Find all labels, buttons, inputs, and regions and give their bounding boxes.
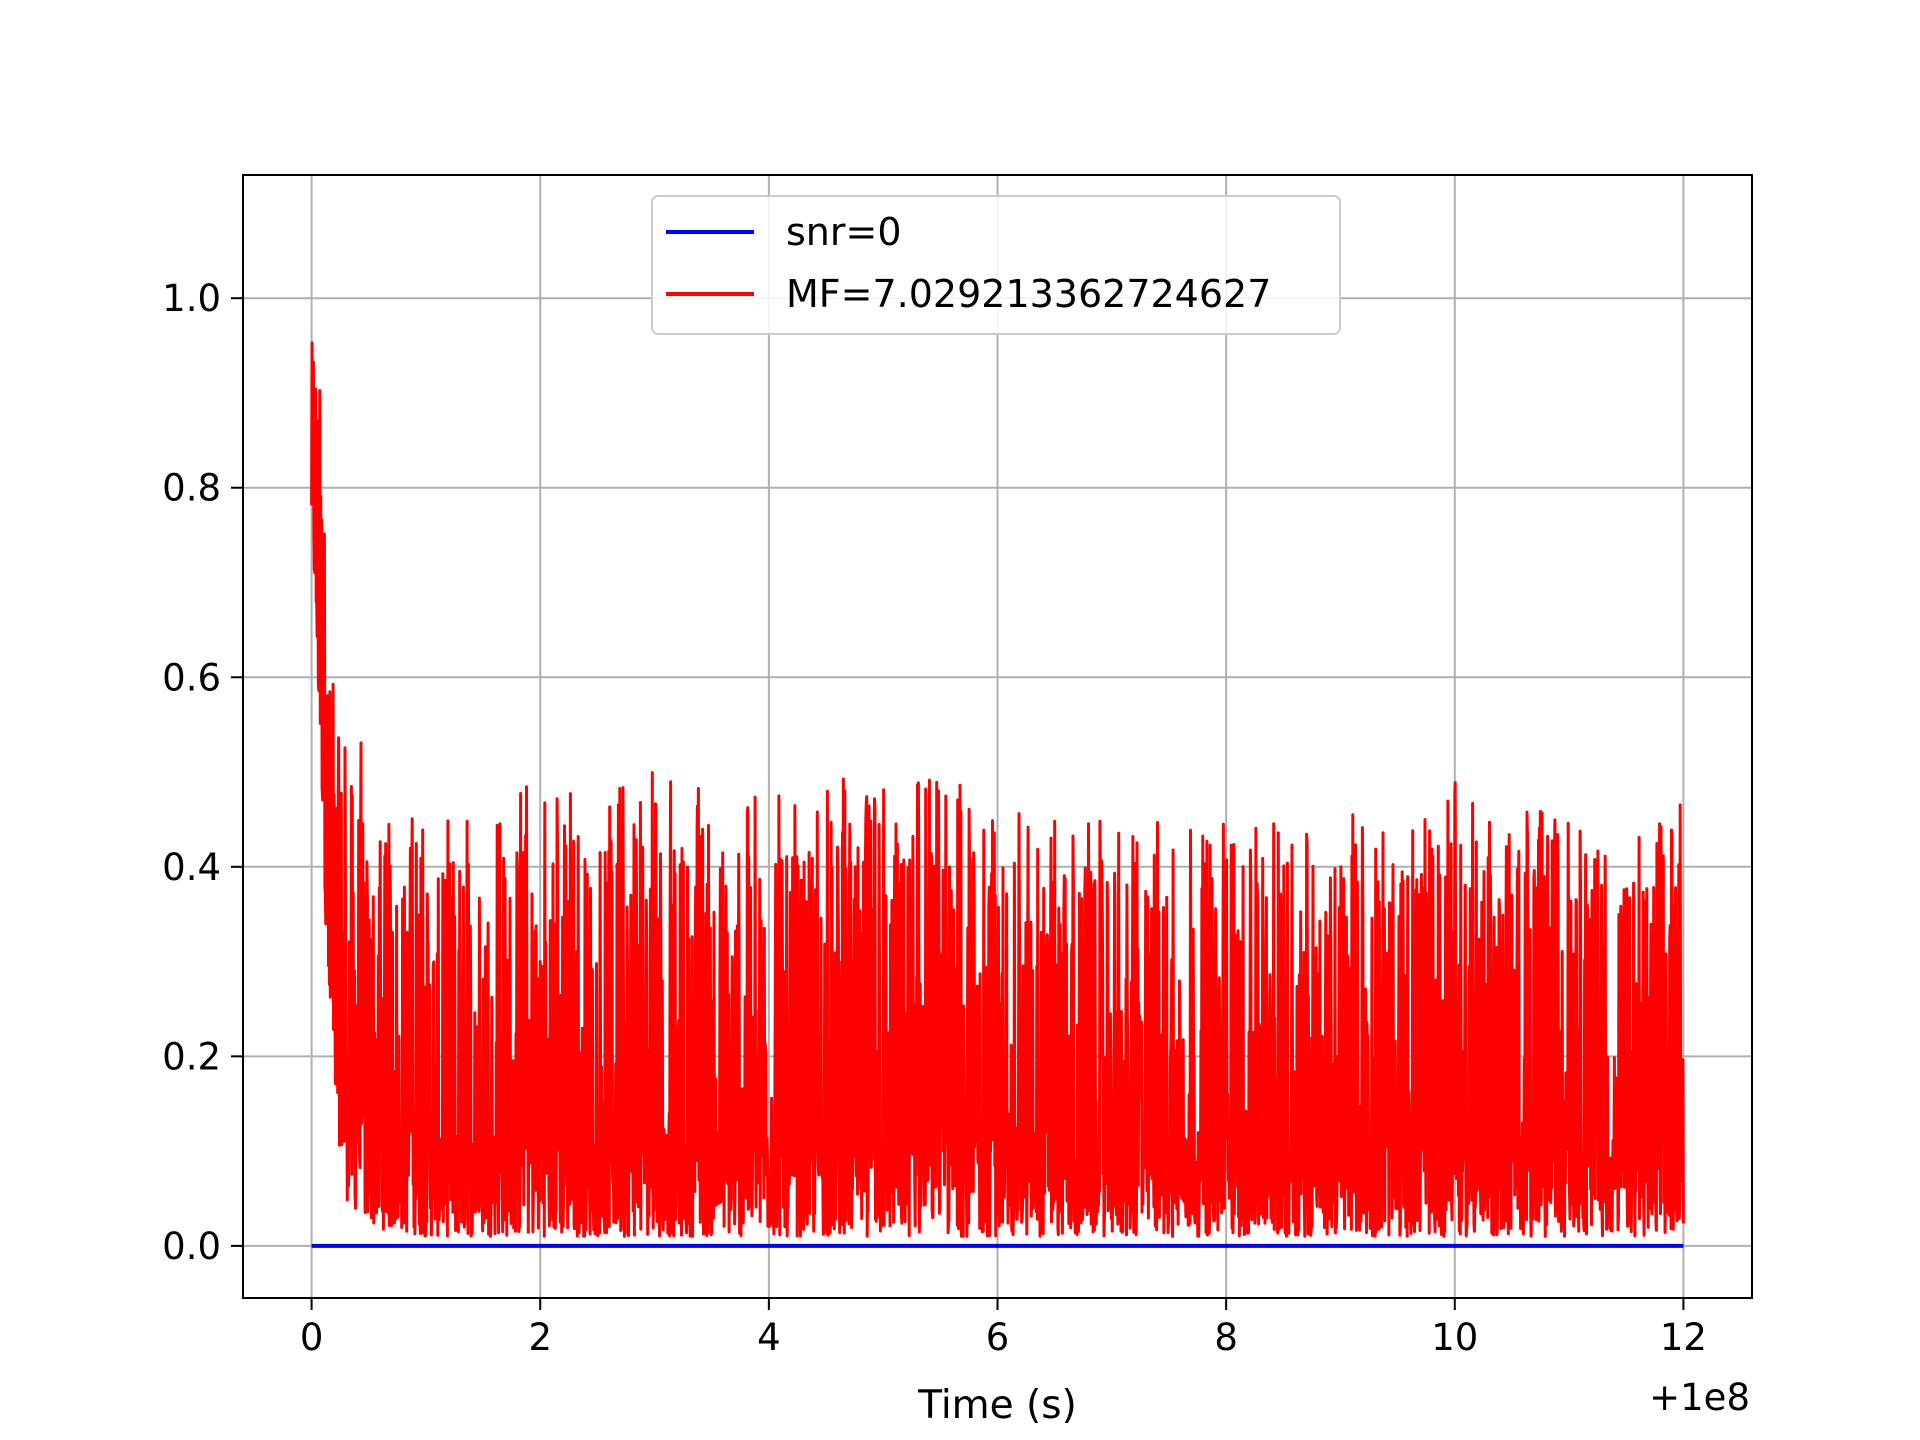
series-line-mf: [310, 341, 1685, 1238]
y-tick-label: 0.0: [162, 1225, 221, 1268]
x-tick-label: 2: [528, 1316, 552, 1359]
x-tick-label: 10: [1431, 1316, 1478, 1359]
y-tick-label: 0.8: [162, 467, 221, 510]
x-axis-label: Time (s): [917, 1383, 1077, 1428]
y-tick-label: 0.2: [162, 1035, 221, 1078]
x-tick-label: 12: [1660, 1316, 1707, 1359]
x-tick-label: 8: [1214, 1316, 1238, 1359]
x-tick-label: 0: [300, 1316, 324, 1359]
legend-label-snr: snr=0: [786, 210, 902, 254]
legend-box: [651, 195, 1341, 335]
legend: snr=0 MF=7.029213362724627: [651, 195, 1341, 335]
x-axis-offset-label: +1e8: [1649, 1376, 1750, 1419]
y-tick-label: 0.6: [162, 656, 221, 699]
legend-label-mf: MF=7.029213362724627: [786, 272, 1271, 316]
y-tick-label: 1.0: [162, 277, 221, 320]
y-tick-label: 0.4: [162, 846, 221, 889]
x-tick-label: 4: [757, 1316, 781, 1359]
plot-series: [310, 341, 1685, 1248]
x-tick-label: 6: [986, 1316, 1010, 1359]
axis-ticks: 0 2 4 6 8 10 12 0.0 0.2 0.4 0.6 0.8 1.0: [162, 277, 1707, 1359]
